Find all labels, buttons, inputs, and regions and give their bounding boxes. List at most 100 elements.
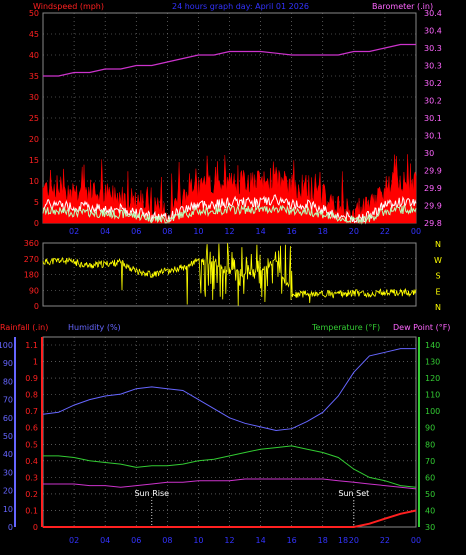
temp-tick-label: 130 (425, 358, 440, 367)
panel3-xtick-label: 04 (100, 536, 110, 545)
panel3-xtick-label: 22 (380, 536, 390, 545)
panel1-ytick-label: 20 (29, 135, 39, 144)
wind-direction-line (42, 243, 417, 306)
rain-tick-label: 0 (33, 523, 38, 532)
panel1-y2tick-label: 29.9 (424, 184, 442, 193)
rain-tick-label: 0.3 (25, 473, 38, 482)
panel1-xtick-label: 12 (224, 227, 234, 236)
panel2-compass-label: S (435, 272, 440, 281)
panel3-xtick-label: 20 (349, 536, 359, 545)
dewpoint-label: Dew Point (°F) (393, 323, 450, 332)
temp-tick-label: 100 (425, 407, 440, 416)
panel1-xtick-label: 10 (193, 227, 203, 236)
temp-tick-label: 120 (425, 374, 440, 383)
panel2-compass-label: N (435, 303, 441, 312)
panel1-y2tick-label: 30.1 (424, 114, 442, 123)
panel1-xtick-label: 04 (100, 227, 110, 236)
panel3-xtick-label: 14 (255, 536, 265, 545)
temp-tick-label: 60 (425, 473, 435, 482)
temperature-line (43, 445, 417, 488)
panel1-xtick-label: 16 (287, 227, 297, 236)
humidity-tick-label: 0 (8, 523, 13, 532)
panel1-ytick-label: 40 (29, 51, 39, 60)
panel1-y2tick-label: 29.9 (424, 167, 442, 176)
rainfall-line (43, 509, 417, 528)
panel2-ytick-label: 90 (29, 286, 39, 295)
humidity-tick-label: 80 (3, 377, 13, 386)
panel1-ytick-label: 45 (29, 30, 39, 39)
panel1-ytick-label: 25 (29, 114, 39, 123)
panel1-ytick-label: 30 (29, 93, 39, 102)
humidity-tick-label: 60 (3, 414, 13, 423)
panel1-y2tick-label: 30 (424, 149, 434, 158)
panel1-y2tick-label: 30.3 (424, 44, 442, 53)
panel3-xtick-label: 08 (162, 536, 172, 545)
rain-tick-label: 0.9 (25, 374, 38, 383)
temp-tick-label: 140 (425, 341, 440, 350)
panel3-xtick-label: 12 (224, 536, 234, 545)
temp-tick-label: 110 (425, 391, 440, 400)
temp-tick-label: 80 (425, 440, 435, 449)
panel2-ytick-label: 180 (24, 271, 39, 280)
chart-title: 24 hours graph day: April 01 2026 (172, 2, 309, 11)
panel1-xtick-label: 22 (380, 227, 390, 236)
panel1-y2tick-label: 29.9 (424, 202, 442, 211)
panel1-ytick-label: 10 (29, 177, 39, 186)
panel1-y2tick-label: 30.3 (424, 62, 442, 71)
wind-min-line (42, 204, 417, 225)
panel2-compass-label: W (434, 256, 442, 265)
panel1-y2tick-label: 29.8 (424, 219, 442, 228)
panel1-y2tick-label: 30.2 (424, 97, 442, 106)
rain-tick-label: 0.7 (25, 407, 38, 416)
rain-tick-label: 0.1 (25, 506, 38, 515)
temp-tick-label: 40 (425, 506, 435, 515)
humidity-line (42, 348, 416, 432)
panel2-ytick-label: 270 (24, 255, 39, 264)
panel1-xtick-label: 14 (255, 227, 265, 236)
panel1-ytick-label: 0 (34, 219, 39, 228)
panel1-xtick-label: 02 (69, 227, 79, 236)
temp-tick-label: 70 (425, 457, 435, 466)
humidity-tick-label: 20 (3, 487, 13, 496)
rain-tick-label: 0.5 (25, 440, 38, 449)
panel1-y2tick-label: 30.2 (424, 79, 442, 88)
temperature-label: Temperature (°F) (311, 323, 380, 332)
panel1-xtick-label: 06 (131, 227, 141, 236)
dewpoint-line (43, 478, 417, 490)
rain-tick-label: 0.2 (25, 490, 38, 499)
humidity-tick-label: 100 (0, 341, 13, 350)
panel2-frame (42, 242, 417, 307)
panel1-y2tick-label: 30.4 (424, 9, 442, 18)
humidity-tick-label: 40 (3, 450, 13, 459)
panel2-ytick-label: 360 (24, 239, 39, 248)
panel3-xtick-label: 18 (318, 536, 328, 545)
humidity-tick-label: 50 (3, 432, 13, 441)
rain-tick-label: 0.8 (25, 391, 38, 400)
panel1-ytick-label: 50 (29, 9, 39, 18)
humidity-tick-label: 10 (3, 505, 13, 514)
panel2-ytick-label: 0 (34, 302, 39, 311)
panel3-xtick-label: 18 (338, 536, 348, 545)
humidity-tick-label: 70 (3, 396, 13, 405)
temp-tick-label: 50 (425, 490, 435, 499)
barometer-label: Barometer (.in) (372, 2, 433, 11)
temp-tick-label: 90 (425, 424, 435, 433)
panel2-compass-label: E (435, 287, 440, 296)
rain-tick-label: 0.6 (25, 424, 38, 433)
humidity-label: Humidity (%) (68, 323, 121, 332)
rain-tick-label: 1 (33, 358, 38, 367)
panel3-xtick-label: 00 (411, 536, 421, 545)
humidity-tick-label: 90 (3, 359, 13, 368)
panel1-xtick-label: 08 (162, 227, 172, 236)
panel3-xtick-label: 06 (131, 536, 141, 545)
panel3-xtick-label: 02 (69, 536, 79, 545)
wind-avg-line (42, 194, 417, 224)
wind-gust-area (42, 154, 417, 224)
sun-marker-label: Sun Rise (134, 489, 169, 498)
panel1-xtick-label: 00 (411, 227, 421, 236)
panel1-ytick-label: 35 (29, 72, 39, 81)
rain-tick-label: 1.1 (25, 341, 38, 350)
panel1-y2tick-label: 30.4 (424, 27, 442, 36)
windspeed-label: Windspeed (mph) (33, 2, 104, 11)
